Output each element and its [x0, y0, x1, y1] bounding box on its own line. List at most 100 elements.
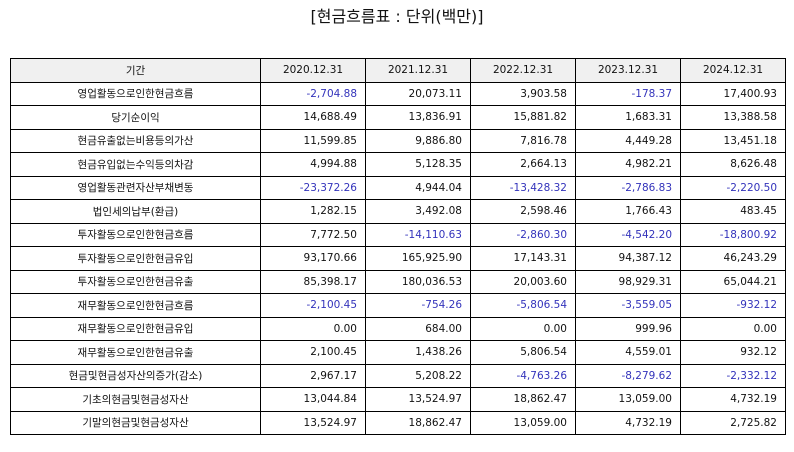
value-cell: -2,786.83: [575, 175, 681, 200]
table-row: 기말의현금및현금성자산 13,524.97 18,862.47 13,059.00 4,…: [10, 410, 786, 435]
header-cell-year: 2021.12.31: [365, 58, 471, 83]
value-cell: 13,388.58: [680, 105, 786, 130]
row-label: 기초의현금및현금성자산: [10, 387, 261, 412]
value-cell: 13,044.84: [260, 387, 366, 412]
value-cell: 3,492.08: [365, 199, 471, 224]
value-cell: 13,524.97: [260, 410, 366, 435]
value-cell: 4,944.04: [365, 175, 471, 200]
value-cell: -13,428.32: [470, 175, 576, 200]
value-cell: 684.00: [365, 316, 471, 341]
value-cell: 1,766.43: [575, 199, 681, 224]
value-cell: 4,732.19: [575, 410, 681, 435]
value-cell: -2,100.45: [260, 293, 366, 318]
value-cell: 1,683.31: [575, 105, 681, 130]
header-cell-period: 기간: [10, 58, 261, 83]
row-label: 기말의현금및현금성자산: [10, 410, 261, 435]
value-cell: -178.37: [575, 81, 681, 106]
value-cell: 46,243.29: [680, 246, 786, 271]
value-cell: 65,044.21: [680, 269, 786, 294]
header-cell-year: 2022.12.31: [470, 58, 576, 83]
value-cell: 20,003.60: [470, 269, 576, 294]
value-cell: 13,451.18: [680, 128, 786, 153]
value-cell: 13,059.00: [470, 410, 576, 435]
table-row: 투자활동으로인한현금유출 85,398.17 180,036.53 20,003.60…: [10, 269, 786, 294]
value-cell: -14,110.63: [365, 222, 471, 247]
row-label: 영업활동관련자산부채변동: [10, 175, 261, 200]
header-cell-year: 2020.12.31: [260, 58, 366, 83]
table-row: 투자활동으로인한현금흐름 7,772.50 -14,110.63 -2,860.30-…: [10, 222, 786, 247]
value-cell: 1,438.26: [365, 340, 471, 365]
page-title: [현금흐름표 : 단위(백만)]: [310, 7, 484, 26]
value-cell: 2,598.46: [470, 199, 576, 224]
value-cell: -3,559.05: [575, 293, 681, 318]
value-cell: 180,036.53: [365, 269, 471, 294]
value-cell: 8,626.48: [680, 152, 786, 177]
value-cell: 7,816.78: [470, 128, 576, 153]
value-cell: 4,994.88: [260, 152, 366, 177]
table-row: 당기순이익 14,688.49 13,836.91 15,881.82 1,683.31…: [10, 105, 786, 130]
row-label: 당기순이익: [10, 105, 261, 130]
table-row: 기초의현금및현금성자산 13,044.84 13,524.97 18,862.47 13…: [10, 387, 786, 412]
table-header-row: 기간 2020.12.31 2021.12.31 2022.12.31 2023…: [10, 58, 786, 83]
row-label: 영업활동으로인한현금흐름: [10, 81, 261, 106]
value-cell: -4,542.20: [575, 222, 681, 247]
table-row: 영업활동으로인한현금흐름 -2,704.88 20,073.11 3,903.58 -1…: [10, 81, 786, 106]
value-cell: 4,982.21: [575, 152, 681, 177]
header-cell-year: 2024.12.31: [680, 58, 786, 83]
value-cell: 7,772.50: [260, 222, 366, 247]
value-cell: 2,967.17: [260, 363, 366, 388]
row-label: 투자활동으로인한현금유출: [10, 269, 261, 294]
value-cell: 17,400.93: [680, 81, 786, 106]
row-label: 현금및현금성자산의증가(감소): [10, 363, 261, 388]
value-cell: 5,208.22: [365, 363, 471, 388]
cashflow-table: 기간 2020.12.31 2021.12.31 2022.12.31 2023…: [10, 58, 786, 435]
value-cell: -18,800.92: [680, 222, 786, 247]
value-cell: 165,925.90: [365, 246, 471, 271]
value-cell: 98,929.31: [575, 269, 681, 294]
value-cell: 85,398.17: [260, 269, 366, 294]
row-label: 투자활동으로인한현금흐름: [10, 222, 261, 247]
table-row: 재무활동으로인한현금흐름 -2,100.45 -754.26 -5,806.54 -3,…: [10, 293, 786, 318]
value-cell: 0.00: [260, 316, 366, 341]
row-label: 재무활동으로인한현금흐름: [10, 293, 261, 318]
table-row: 법인세의납부(환급) 1,282.15 3,492.08 2,598.46 1,766.…: [10, 199, 786, 224]
value-cell: -23,372.26: [260, 175, 366, 200]
value-cell: 0.00: [680, 316, 786, 341]
value-cell: 13,524.97: [365, 387, 471, 412]
row-label: 현금유입없는수익등의차감: [10, 152, 261, 177]
value-cell: 2,664.13: [470, 152, 576, 177]
table-row: 투자활동으로인한현금유입 93,170.66 165,925.90 17,143.31…: [10, 246, 786, 271]
row-label: 법인세의납부(환급): [10, 199, 261, 224]
value-cell: 93,170.66: [260, 246, 366, 271]
value-cell: 94,387.12: [575, 246, 681, 271]
value-cell: -5,806.54: [470, 293, 576, 318]
row-label: 재무활동으로인한현금유입: [10, 316, 261, 341]
table-row: 현금유입없는수익등의차감 4,994.88 5,128.35 2,664.13 4,98…: [10, 152, 786, 177]
row-label: 재무활동으로인한현금유출: [10, 340, 261, 365]
value-cell: 9,886.80: [365, 128, 471, 153]
value-cell: -8,279.62: [575, 363, 681, 388]
value-cell: -754.26: [365, 293, 471, 318]
header-cell-year: 2023.12.31: [575, 58, 681, 83]
value-cell: 13,059.00: [575, 387, 681, 412]
row-label: 현금유출없는비용등의가산: [10, 128, 261, 153]
value-cell: 4,449.28: [575, 128, 681, 153]
value-cell: -2,860.30: [470, 222, 576, 247]
value-cell: 5,128.35: [365, 152, 471, 177]
value-cell: -4,763.26: [470, 363, 576, 388]
value-cell: 13,836.91: [365, 105, 471, 130]
value-cell: -2,220.50: [680, 175, 786, 200]
value-cell: -2,704.88: [260, 81, 366, 106]
table-row: 현금유출없는비용등의가산 11,599.85 9,886.80 7,816.78 4,4…: [10, 128, 786, 153]
table-row: 영업활동관련자산부채변동 -23,372.26 4,944.04 -13,428.32…: [10, 175, 786, 200]
value-cell: -2,332.12: [680, 363, 786, 388]
value-cell: 3,903.58: [470, 81, 576, 106]
table-row: 재무활동으로인한현금유출 2,100.45 1,438.26 5,806.54 4,55…: [10, 340, 786, 365]
value-cell: 17,143.31: [470, 246, 576, 271]
value-cell: 483.45: [680, 199, 786, 224]
value-cell: 15,881.82: [470, 105, 576, 130]
value-cell: 2,725.82: [680, 410, 786, 435]
value-cell: 4,559.01: [575, 340, 681, 365]
value-cell: 4,732.19: [680, 387, 786, 412]
value-cell: 20,073.11: [365, 81, 471, 106]
